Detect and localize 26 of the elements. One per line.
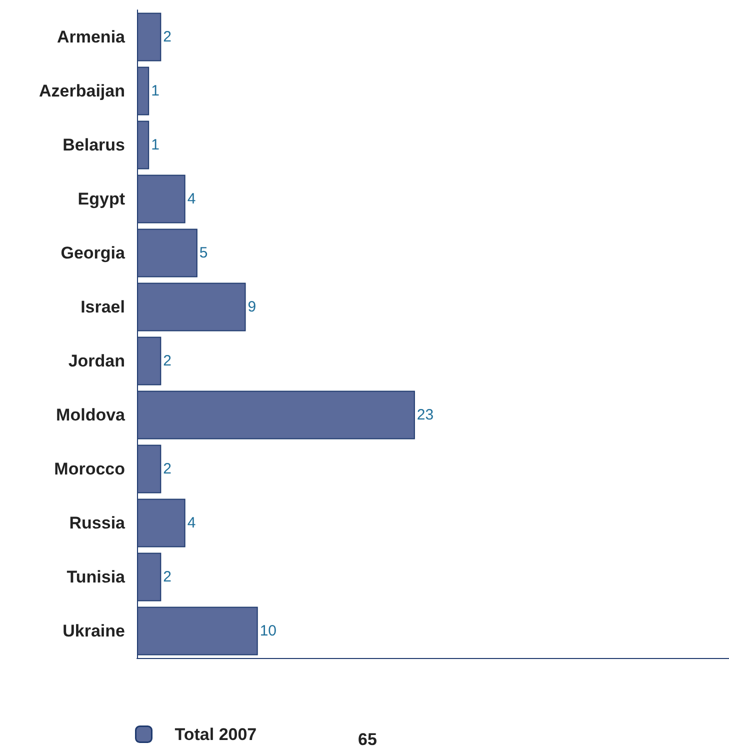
data-label: 1 (151, 136, 160, 154)
data-label: 23 (416, 406, 434, 424)
legend-label: Total 2007 (174, 724, 257, 744)
y-tick-label: Tunisia (66, 568, 126, 586)
y-tick-label: Belarus (62, 136, 125, 154)
y-tick-label: Morocco (54, 460, 125, 478)
data-label: 4 (187, 514, 196, 532)
y-tick-label: Georgia (60, 244, 126, 262)
y-tick-label: Russia (69, 514, 126, 532)
data-label: 2 (163, 568, 172, 586)
y-tick-label: Israel (80, 298, 125, 316)
text: 65 (358, 730, 377, 749)
data-label: 1 (151, 82, 160, 100)
y-tick-label: Moldova (56, 406, 126, 424)
data-label: 2 (163, 28, 172, 46)
data-label: 2 (163, 352, 172, 370)
y-tick-label: Jordan (68, 352, 125, 370)
data-label: 5 (199, 244, 208, 262)
data-label: 2 (163, 460, 172, 478)
data-label: 4 (187, 190, 196, 208)
y-tick-label: Armenia (56, 28, 126, 46)
y-tick-label: Egypt (78, 190, 126, 208)
y-tick-label: Ukraine (62, 622, 125, 640)
data-label: 10 (260, 622, 277, 640)
data-label: 9 (248, 298, 256, 316)
y-tick-label: Azerbaijan (39, 82, 125, 100)
